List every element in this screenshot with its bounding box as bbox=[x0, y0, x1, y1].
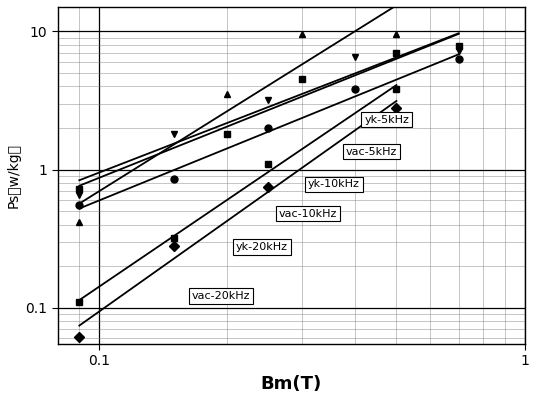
Text: yk-20kHz: yk-20kHz bbox=[236, 242, 288, 252]
Text: vac-10kHz: vac-10kHz bbox=[279, 209, 337, 219]
X-axis label: Bm(T): Bm(T) bbox=[260, 375, 322, 393]
Text: yk-5kHz: yk-5kHz bbox=[364, 114, 409, 124]
Text: yk-10kHz: yk-10kHz bbox=[308, 180, 360, 190]
Text: vac-5kHz: vac-5kHz bbox=[346, 146, 397, 156]
Text: vac-20kHz: vac-20kHz bbox=[191, 291, 250, 301]
Y-axis label: Ps（w/kg）: Ps（w/kg） bbox=[7, 143, 21, 208]
